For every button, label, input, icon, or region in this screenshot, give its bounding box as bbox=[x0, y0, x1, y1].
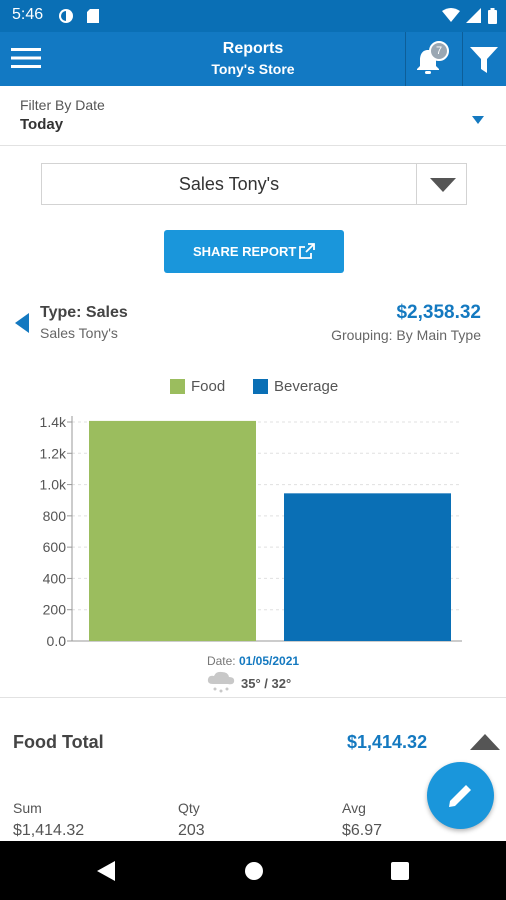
legend-swatch-beverage bbox=[253, 379, 268, 394]
appbar-divider bbox=[405, 32, 406, 86]
selector-divider bbox=[416, 164, 417, 204]
report-total: $2,358.32 bbox=[396, 302, 481, 323]
collapse-arrow-icon[interactable] bbox=[470, 734, 500, 755]
temperature: 35° / 32° bbox=[241, 676, 292, 691]
stat-value: 203 bbox=[178, 822, 205, 839]
report-selector-value: Sales Tony's bbox=[178, 174, 280, 194]
share-report-button[interactable]: SHARE REPORT bbox=[164, 230, 344, 273]
y-tick-label: 400 bbox=[43, 570, 67, 586]
report-type: Type: Sales bbox=[40, 304, 128, 321]
bar-food bbox=[89, 420, 256, 641]
filter-icon[interactable] bbox=[470, 47, 498, 78]
chart-date: 01/05/2021 bbox=[238, 654, 300, 668]
stat-value: $1,414.32 bbox=[13, 822, 85, 839]
battery-icon bbox=[488, 8, 497, 29]
stat-value: $6.97 bbox=[342, 822, 383, 839]
sync-icon bbox=[58, 8, 74, 29]
legend-label-beverage: Beverage bbox=[274, 378, 338, 395]
nav-home-icon[interactable] bbox=[244, 861, 264, 886]
menu-icon[interactable] bbox=[11, 47, 41, 74]
bar-beverage bbox=[284, 493, 451, 641]
y-tick-label: 1.4k bbox=[40, 414, 67, 430]
legend-label-food: Food bbox=[191, 378, 225, 395]
report-grouping: Grouping: By Main Type bbox=[331, 327, 481, 343]
stat-qty: Qty 203 bbox=[178, 800, 205, 840]
date-label: Date: bbox=[206, 654, 236, 668]
chart-date-row: Date: 01/05/2021 bbox=[0, 654, 506, 668]
y-tick-label: 200 bbox=[43, 602, 67, 618]
food-total-amount: $1,414.32 bbox=[347, 732, 428, 752]
report-store: Sales Tony's bbox=[40, 325, 118, 341]
sales-bar-chart: 0.0 200 400 600 800 1.0k 1.2k 1.4k Food Beverage bbox=[40, 378, 462, 649]
status-bar: 5:46 bbox=[0, 0, 506, 32]
status-time: 5:46 bbox=[12, 6, 44, 23]
y-tick-label: 0.0 bbox=[47, 633, 67, 649]
stat-sum: Sum $1,414.32 bbox=[13, 800, 84, 840]
stat-label: Qty bbox=[178, 800, 200, 816]
stat-label: Avg bbox=[342, 800, 366, 816]
date-filter[interactable]: Filter By Date Today bbox=[0, 86, 506, 146]
food-total-section[interactable]: Food Total $1,414.32 Sum $1,414.32 Qty 2… bbox=[0, 697, 506, 841]
sd-card-icon bbox=[86, 8, 100, 29]
app-bar: Reports Tony's Store 7 bbox=[0, 32, 506, 86]
pencil-icon bbox=[449, 785, 471, 807]
external-link-icon bbox=[298, 242, 316, 263]
stat-label: Sum bbox=[13, 800, 42, 816]
y-tick-label: 600 bbox=[43, 539, 67, 555]
page-title: Reports bbox=[222, 40, 284, 57]
notification-badge: 7 bbox=[429, 41, 449, 61]
system-nav-bar bbox=[0, 841, 506, 900]
share-report-label: SHARE REPORT bbox=[193, 244, 297, 259]
notifications-button[interactable]: 7 bbox=[414, 41, 454, 78]
dropdown-caret-icon bbox=[472, 111, 484, 129]
store-subtitle: Tony's Store bbox=[211, 61, 295, 77]
stat-avg: Avg $6.97 bbox=[342, 800, 382, 840]
chevron-down-icon bbox=[430, 178, 456, 197]
food-total-title: Food Total bbox=[13, 732, 104, 752]
legend-swatch-food bbox=[170, 379, 185, 394]
wifi-icon bbox=[442, 8, 460, 28]
y-tick-label: 1.0k bbox=[40, 477, 67, 493]
filter-value: Today bbox=[20, 116, 64, 133]
nav-back-icon[interactable] bbox=[97, 861, 115, 886]
snow-cloud-icon bbox=[207, 670, 235, 699]
appbar-divider bbox=[462, 32, 463, 86]
back-arrow-icon[interactable] bbox=[15, 313, 29, 338]
filter-label: Filter By Date bbox=[20, 97, 105, 113]
edit-fab-button[interactable] bbox=[427, 762, 494, 829]
signal-icon bbox=[466, 8, 481, 28]
y-tick-label: 1.2k bbox=[40, 445, 67, 461]
nav-recents-icon[interactable] bbox=[391, 862, 409, 885]
report-selector[interactable]: Sales Tony's bbox=[41, 163, 467, 205]
y-tick-label: 800 bbox=[43, 508, 67, 524]
